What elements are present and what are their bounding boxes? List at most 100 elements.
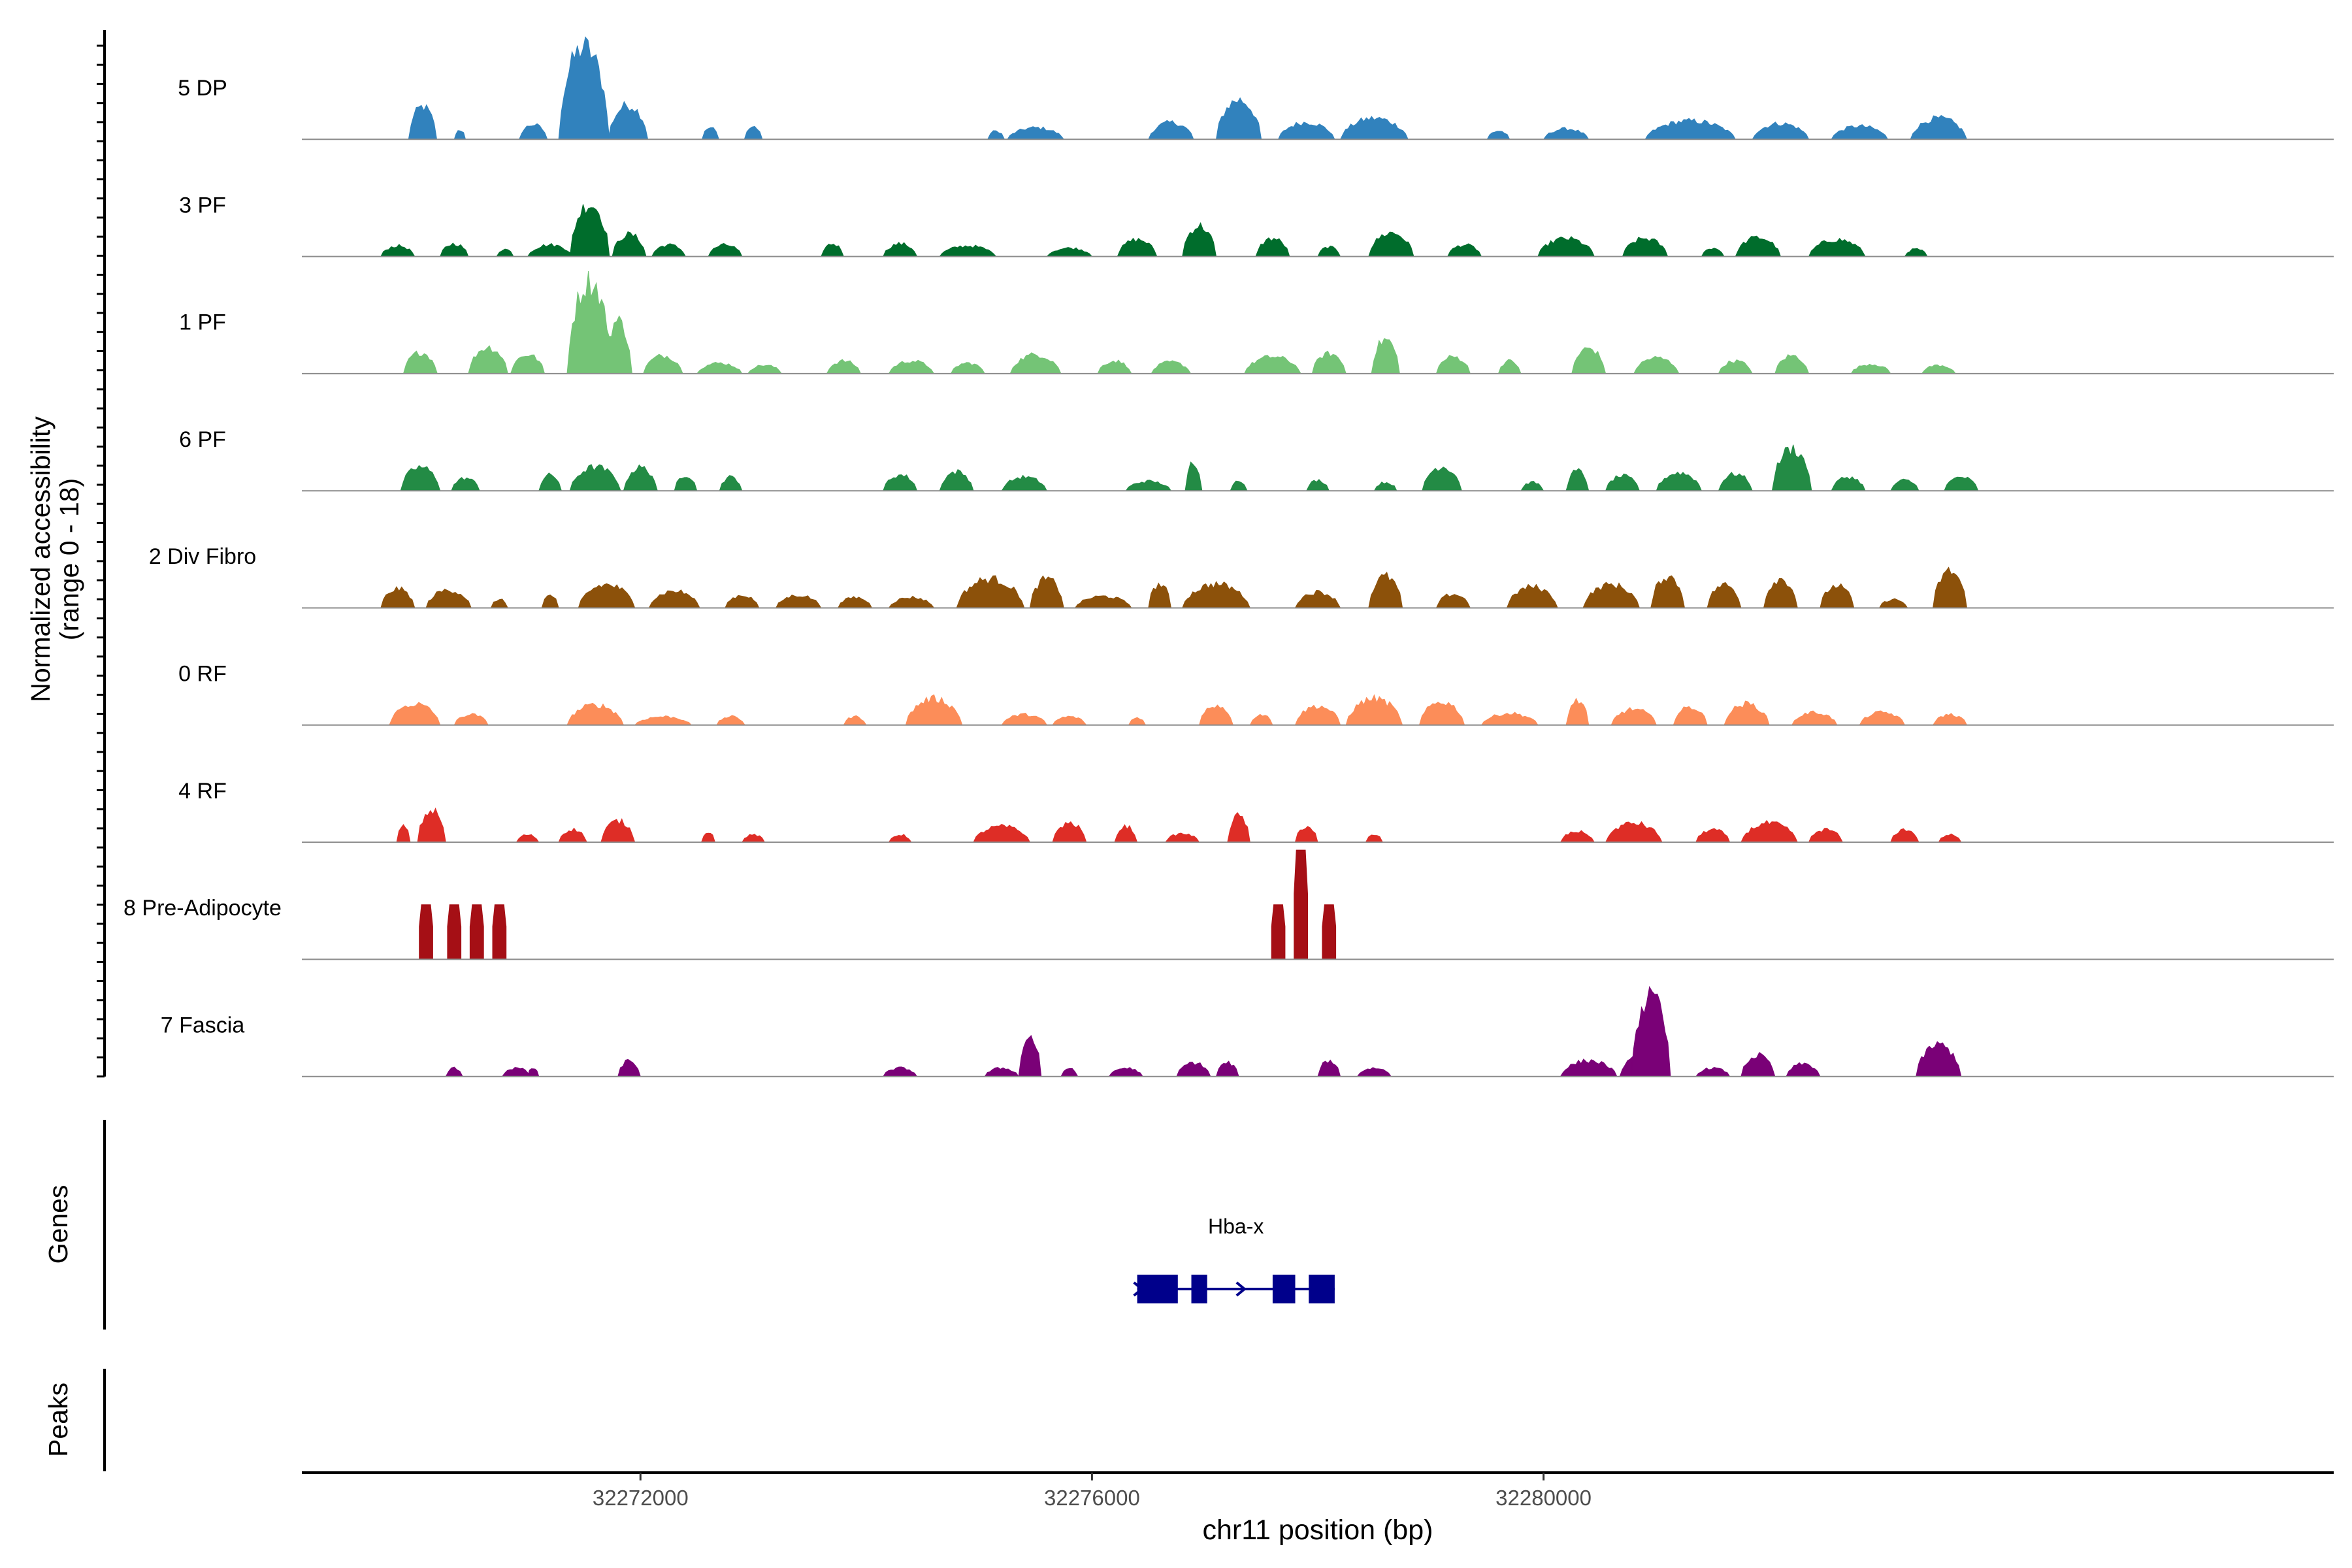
coverage-peak bbox=[1933, 566, 1968, 608]
coverage-peak bbox=[1006, 126, 1065, 140]
coverage-peak bbox=[1740, 820, 1799, 843]
coverage-peak bbox=[1786, 1062, 1821, 1077]
coverage-peak bbox=[453, 713, 489, 726]
x-tick-label: 32280000 bbox=[1495, 1486, 1592, 1510]
coverage-peak bbox=[1480, 711, 1539, 726]
coverage-peak bbox=[408, 104, 438, 140]
coverage-peak bbox=[1249, 713, 1273, 726]
track-2-div-fibro: 2 Div Fibro bbox=[149, 544, 2334, 609]
coverage-peak bbox=[1605, 821, 1663, 843]
coverage-peak bbox=[1543, 127, 1590, 140]
track-label: 2 Div Fibro bbox=[149, 544, 256, 569]
coverage-peak bbox=[1878, 598, 1908, 608]
coverage-peak bbox=[1046, 247, 1093, 257]
coverage-peak bbox=[1889, 478, 1919, 491]
coverage-peak bbox=[617, 1058, 641, 1077]
coverage-peak bbox=[569, 464, 621, 491]
coverage-peak bbox=[826, 359, 862, 374]
y-axis-title: Normalized accessibility bbox=[25, 416, 56, 702]
genes-panel-label: Genes bbox=[43, 1185, 73, 1264]
coverage-peak bbox=[445, 1066, 464, 1077]
coverage-peak bbox=[389, 702, 441, 726]
coverage-peak bbox=[674, 477, 698, 491]
coverage-peak bbox=[1723, 700, 1770, 726]
track-3-pf: 3 PF bbox=[179, 193, 2334, 257]
coverage-peak bbox=[1537, 236, 1595, 257]
coverage-peak bbox=[1916, 1041, 1962, 1077]
coverage-peak bbox=[1029, 575, 1064, 608]
coverage-peak bbox=[515, 834, 540, 843]
coverage-peak bbox=[725, 595, 760, 608]
coverage-peak bbox=[1317, 245, 1341, 257]
coverage-peak bbox=[883, 242, 918, 257]
coverage-peak bbox=[1128, 717, 1147, 726]
coverage-peak bbox=[496, 248, 514, 257]
coverage-peak bbox=[510, 354, 546, 374]
coverage-peak bbox=[1060, 1068, 1079, 1077]
gene-annotations: Hba-x bbox=[1133, 1215, 1335, 1303]
coverage-peak bbox=[400, 465, 441, 491]
coverage-peak bbox=[1097, 359, 1132, 374]
coverage-peak bbox=[1791, 710, 1838, 726]
coverage-peak bbox=[1148, 582, 1171, 608]
coverage-peak bbox=[1422, 466, 1462, 491]
gene-exon bbox=[1309, 1275, 1335, 1303]
coverage-peak bbox=[837, 596, 873, 608]
coverage-peak bbox=[469, 904, 484, 960]
track-label: 3 PF bbox=[179, 193, 226, 218]
coverage-peak bbox=[1148, 120, 1194, 140]
coverage-peak bbox=[1910, 114, 1968, 140]
coverage-peak bbox=[1215, 1060, 1239, 1077]
coverage-peak bbox=[1774, 354, 1810, 374]
coverage-peak bbox=[1339, 116, 1409, 140]
coverage-peak bbox=[1622, 237, 1669, 257]
coverage-peak bbox=[1904, 248, 1928, 257]
coverage-peak bbox=[1718, 359, 1754, 374]
coverage-peak bbox=[538, 472, 563, 491]
coverage-peak bbox=[578, 583, 636, 608]
coverage-peak bbox=[1184, 461, 1203, 491]
y-axis-range: (range 0 - 18) bbox=[54, 478, 84, 640]
coverage-peak bbox=[1735, 235, 1782, 257]
coverage-peak bbox=[1831, 476, 1866, 491]
coverage-y-axis bbox=[97, 30, 106, 1078]
coverage-peak bbox=[821, 244, 845, 257]
coverage-peak bbox=[1486, 131, 1511, 140]
track-label: 8 Pre-Adipocyte bbox=[123, 896, 282, 921]
coverage-peak bbox=[642, 353, 683, 374]
coverage-peak bbox=[1176, 1062, 1211, 1077]
coverage-peak bbox=[419, 904, 433, 960]
coverage-peak bbox=[380, 586, 416, 608]
coverage-peak bbox=[1707, 582, 1742, 608]
coverage-peak bbox=[492, 904, 507, 960]
coverage-peak bbox=[558, 827, 588, 843]
coverage-peak bbox=[1215, 97, 1262, 140]
coverage-peak bbox=[1356, 1067, 1392, 1077]
coverage-peak bbox=[701, 127, 720, 140]
coverage-peak bbox=[775, 595, 822, 608]
track-label: 7 Fascia bbox=[161, 1013, 245, 1037]
coverage-peak bbox=[1605, 473, 1641, 491]
coverage-peak bbox=[1808, 237, 1866, 257]
strand-arrow-icon bbox=[1133, 1281, 1144, 1297]
coverage-peak bbox=[1695, 828, 1731, 843]
track-8-pre-adipocyte: 8 Pre-Adipocyte bbox=[123, 849, 2334, 960]
coverage-peak bbox=[451, 477, 480, 491]
track-7-fascia: 7 Fascia bbox=[161, 985, 2334, 1077]
coverage-peak bbox=[490, 598, 509, 608]
coverage-peak bbox=[380, 244, 416, 257]
gene-exon bbox=[1272, 1275, 1296, 1303]
coverage-peak bbox=[719, 475, 743, 491]
coverage-peak bbox=[1311, 350, 1347, 374]
coverage-peak bbox=[501, 1067, 531, 1077]
coverage-peak bbox=[608, 101, 649, 140]
coverage-peak bbox=[1001, 474, 1048, 491]
coverage-peak bbox=[1571, 347, 1607, 374]
gene-hba-x: Hba-x bbox=[1133, 1215, 1335, 1303]
coverage-peak bbox=[1227, 811, 1250, 843]
coverage-peak bbox=[1117, 237, 1158, 257]
coverage-peak bbox=[743, 125, 763, 140]
coverage-peak bbox=[1108, 1067, 1144, 1077]
coverage-peak bbox=[425, 589, 472, 608]
coverage-peak bbox=[1001, 712, 1048, 726]
